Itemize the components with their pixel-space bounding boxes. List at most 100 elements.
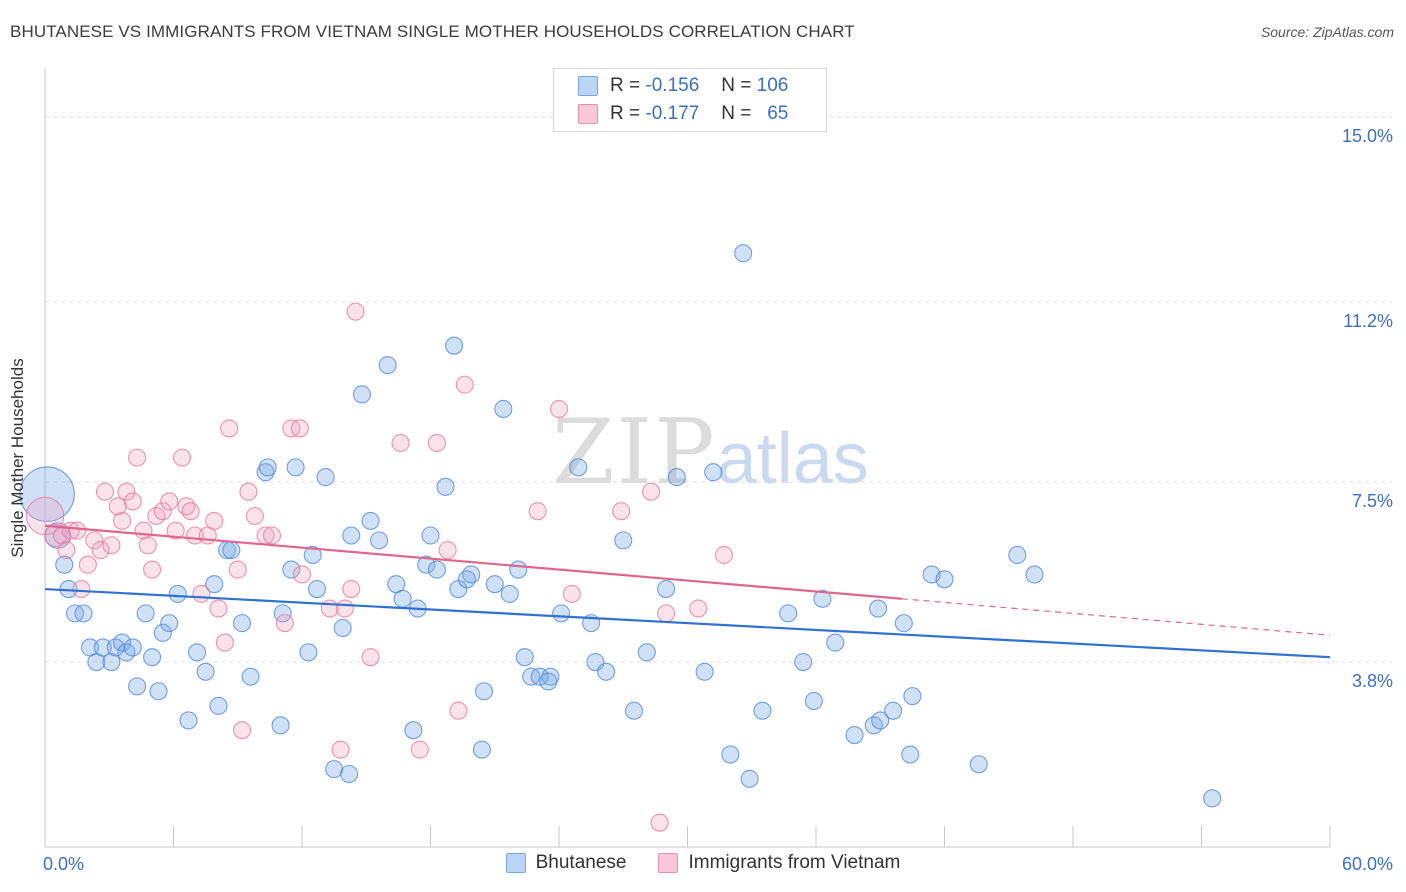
data-point-vietnam [153, 502, 172, 521]
data-point-bhutanese [303, 545, 322, 565]
data-point-bhutanese [779, 604, 798, 623]
y-tick-label: 7.5% [1352, 491, 1393, 511]
data-point-bhutanese [342, 526, 361, 545]
data-point-bhutanese [205, 575, 224, 594]
data-point-vietnam [166, 521, 185, 540]
data-point-bhutanese [695, 662, 714, 681]
data-point-bhutanese [1008, 545, 1027, 565]
data-point-bhutanese [500, 584, 519, 603]
data-point-bhutanese [123, 638, 142, 657]
data-point-bhutanese [753, 701, 772, 720]
x-tick-label: 60.0% [1342, 854, 1393, 874]
data-point-bhutanese [352, 385, 372, 404]
data-point-bhutanese [128, 677, 147, 696]
trend-line-vietnam-extension [901, 598, 1331, 636]
data-point-bhutanese [624, 701, 644, 720]
data-point-bhutanese [370, 531, 389, 550]
data-point-bhutanese [333, 618, 352, 638]
data-point-bhutanese [1025, 565, 1044, 584]
data-point-vietnam [449, 701, 468, 720]
data-point-bhutanese [421, 526, 440, 545]
data-point-bhutanese [136, 604, 155, 623]
data-point-vietnam [85, 531, 104, 550]
data-point-bhutanese [241, 667, 260, 686]
data-point-vietnam [220, 419, 239, 438]
data-point-bhutanese [93, 638, 112, 657]
data-point-bhutanese [884, 701, 903, 720]
data-point-bhutanese [569, 458, 588, 477]
correlation-legend: R = -0.156 N = 106 R = -0.177 N = 65 [553, 68, 827, 132]
data-point-bhutanese [704, 463, 723, 482]
data-point-vietnam [714, 545, 733, 565]
data-point-bhutanese [340, 764, 359, 784]
legend-swatch-pink [578, 104, 598, 124]
data-point-bhutanese [734, 244, 753, 263]
data-point-bhutanese [935, 570, 954, 589]
data-point-bhutanese [168, 584, 187, 603]
chart-title: BHUTANESE VS IMMIGRANTS FROM VIETNAM SIN… [10, 22, 855, 41]
data-point-vietnam [72, 579, 91, 599]
data-point-vietnam [44, 523, 68, 548]
legend-r-label: R = [610, 103, 641, 124]
data-point-vietnam [228, 560, 247, 579]
data-point-bhutanese [222, 541, 241, 560]
legend-n-value: 106 [756, 75, 789, 96]
data-point-vietnam [245, 506, 264, 526]
data-point-bhutanese [258, 458, 277, 477]
series-immigrants-from-vietnam [25, 302, 733, 832]
data-point-bhutanese [143, 648, 162, 667]
data-point-bhutanese [149, 682, 168, 701]
data-point-vietnam [562, 584, 581, 603]
data-point-vietnam [438, 541, 457, 560]
legend-row-bhutanese: R = -0.156 N = 106 [578, 73, 788, 99]
data-point-vietnam [410, 740, 429, 759]
legend-label-vietnam: Immigrants from Vietnam [688, 852, 901, 873]
data-point-vietnam [657, 604, 676, 623]
data-point-vietnam [232, 721, 252, 740]
axes [44, 68, 1331, 848]
legend-n-value: 65 [767, 103, 789, 124]
data-point-vietnam [455, 375, 474, 394]
x-tick-label: 0.0% [43, 854, 84, 874]
data-point-vietnam [123, 492, 142, 511]
data-point-bhutanese [361, 511, 380, 530]
data-point-vietnam [346, 302, 365, 321]
data-point-vietnam [91, 541, 110, 560]
data-point-bhutanese [474, 682, 494, 701]
data-point-vietnam [68, 521, 87, 540]
legend-label-bhutanese: Bhutanese [535, 852, 627, 873]
data-point-bhutanese [515, 648, 534, 667]
data-point-bhutanese [160, 614, 179, 633]
data-point-vietnam [128, 448, 147, 467]
data-point-bhutanese [804, 691, 823, 711]
data-point-vietnam [642, 482, 661, 501]
data-point-bhutanese [813, 589, 832, 608]
data-point-vietnam [173, 448, 192, 467]
legend-r-value: -0.177 [645, 103, 700, 124]
data-point-vietnam [209, 599, 228, 618]
data-point-bhutanese [871, 711, 890, 730]
data-point-bhutanese [378, 356, 397, 375]
data-point-vietnam [239, 482, 258, 501]
trend-line-bhutanese [44, 587, 1331, 659]
data-point-vietnam [292, 565, 312, 584]
data-point-bhutanese [196, 662, 215, 681]
series-legend: Bhutanese Immigrants from Vietnam [0, 852, 1406, 874]
legend-swatch-blue [578, 76, 598, 96]
data-point-bhutanese [179, 711, 198, 730]
data-point-vietnam [612, 502, 631, 521]
legend-row-vietnam: R = -0.177 N = 65 [578, 101, 788, 127]
data-point-vietnam [391, 433, 410, 453]
data-point-bhutanese [404, 721, 423, 740]
data-point-bhutanese [316, 468, 335, 487]
data-point-bhutanese [1203, 789, 1222, 808]
data-point-vietnam [275, 614, 294, 633]
data-point-bhutanese [299, 643, 318, 662]
data-point-vietnam [650, 813, 669, 832]
data-point-vietnam [143, 560, 162, 579]
data-point-bhutanese [637, 643, 656, 662]
source-label: Source: ZipAtlas.com [1260, 24, 1394, 40]
data-point-vietnam [342, 579, 361, 599]
data-point-bhutanese [903, 687, 922, 706]
